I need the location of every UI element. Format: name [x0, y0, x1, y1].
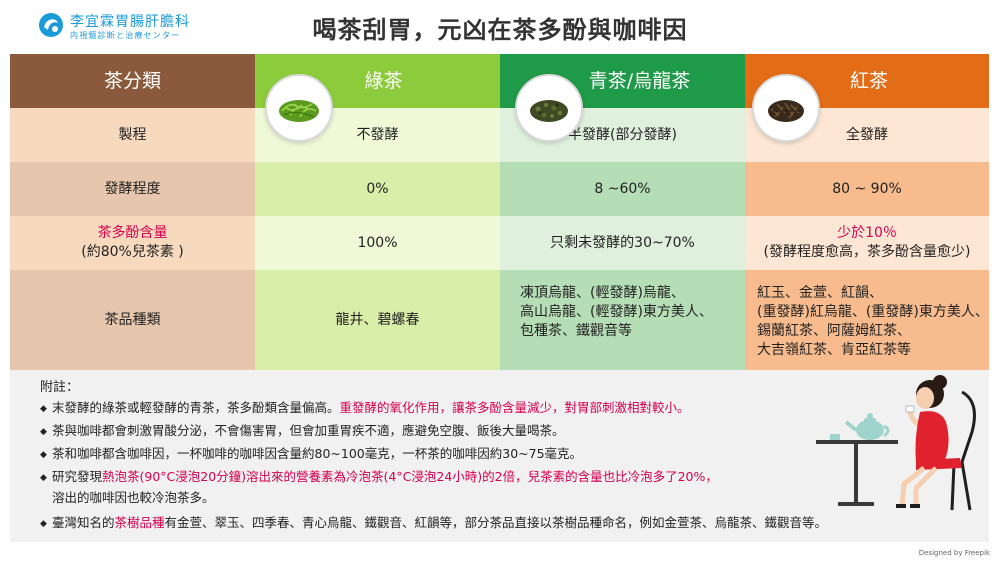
woman-drinking-tea-illustration: [816, 375, 976, 511]
bullet-icon: ◆: [40, 404, 47, 414]
row-polyphenol-label-title: 茶多酚含量: [97, 225, 168, 241]
black-tea-badge: [752, 74, 820, 142]
row-ferment-label: 發酵程度: [10, 162, 255, 216]
clinic-logo: 李宜霖胃腸肝膽科 内視鏡診断と治療センター: [38, 8, 228, 44]
bullet-icon: ◆: [40, 519, 47, 529]
note-4: ◆ 研究發現熱泡茶(90°C浸泡20分鐘)溶出來的營養素為冷泡茶(4°C浸泡24小…: [40, 468, 718, 487]
row-varieties-black: 紅玉、金萱、紅韻、 (重發酵)紅烏龍、(重發酵)東方美人、 錫蘭紅茶、阿薩姆紅茶…: [745, 270, 989, 370]
notes-title: 附註：: [40, 380, 80, 395]
row-polyphenol-black-value: 少於10％: [837, 225, 897, 241]
note-1: ◆ 末發酵的綠茶或輕發酵的青茶，茶多酚類含量偏高。重發酵的氧化作用，讓茶多酚含量減…: [40, 399, 690, 418]
note-3: ◆ 茶和咖啡都含咖啡因，一杯咖啡的咖啡因含量約80~100毫克，一杯茶的咖啡因約3…: [40, 445, 582, 464]
green-tea-leaves-icon: [279, 100, 319, 122]
black-variety-line-4: 大吉嶺紅茶、肯亞紅茶等: [757, 342, 911, 358]
row-varieties-label: 茶品種類: [10, 270, 255, 370]
bullet-icon: ◆: [40, 427, 47, 437]
row-polyphenol-green: 100%: [255, 216, 500, 270]
note-5: ◆ 臺灣知名的茶樹品種有金萱、翠玉、四季春、青心烏龍、鐵觀音、紅韻等，部分茶品直接…: [40, 514, 827, 533]
header-black-tea-label: 紅茶: [849, 69, 888, 92]
oolong-variety-line-2: 高山烏龍、(輕發酵)東方美人、: [520, 304, 713, 320]
logo-subtitle: 内視鏡診断と治療センター: [70, 31, 181, 40]
note-5-text-end: 有金萱、翠玉、四季春、青心烏龍、鐵觀音、紅韻等，部分茶品直接以茶樹品種命名，例如…: [164, 515, 828, 530]
row-varieties-oolong: 凍頂烏龍、(輕發酵)烏龍、 高山烏龍、(輕發酵)東方美人、 包種茶、鐵觀音等: [500, 270, 745, 370]
oolong-variety-line-3: 包種茶、鐵觀音等: [520, 323, 632, 339]
black-variety-line-1: 紅玉、金萱、紅韻、: [757, 285, 883, 301]
row-polyphenol-oolong: 只剩未發酵的30~70%: [500, 216, 745, 270]
oolong-tea-leaves-icon: [530, 100, 568, 122]
row-ferment-black: 80 ~ 90%: [745, 162, 989, 216]
header-category: 茶分類: [10, 54, 255, 108]
note-4-highlight: 熱泡茶(90°C浸泡20分鐘)溶出來的營養素為冷泡茶(4°C浸泡24小時)的2倍…: [102, 469, 718, 484]
note-1-highlight: 重發酵的氧化作用，讓茶多酚含量減少，對胃部刺激相對較小。: [339, 400, 690, 415]
note-4-text: 研究發現: [52, 469, 103, 484]
tea-comparison-table: 茶分類 綠茶 青茶/烏龍茶 紅茶 製程 不發酵 半發酵(部分發酵) 全發酵 發酵…: [10, 54, 989, 370]
header-oolong-tea-label: 青茶/烏龍茶: [588, 69, 691, 92]
row-ferment-green: 0%: [255, 162, 500, 216]
black-tea-leaves-icon: [768, 100, 804, 122]
green-tea-badge: [265, 74, 333, 142]
row-polyphenol-label-note: (約80%兒茶素 ): [81, 244, 184, 260]
row-polyphenol-black: 少於10％ (發酵程度愈高，茶多酚含量愈少): [745, 216, 989, 270]
note-4-continued: 溶出的咖啡因也較冷泡茶多。: [52, 490, 215, 505]
note-2-text: 茶與咖啡都會刺激胃酸分泌，不會傷害胃，但會加重胃疾不適，應避免空腹、飯後大量喝茶…: [52, 423, 565, 438]
row-process-label: 製程: [10, 108, 255, 162]
bullet-icon: ◆: [40, 450, 47, 460]
note-5-text: 臺灣知名的: [52, 515, 115, 530]
oolong-variety-line-1: 凍頂烏龍、(輕發酵)烏龍、: [520, 285, 685, 301]
note-5-highlight: 茶樹品種: [114, 515, 165, 530]
row-polyphenol-black-note: (發酵程度愈高，茶多酚含量愈少): [763, 244, 971, 260]
logo-mark-icon: [39, 13, 63, 37]
header-green-tea-label: 綠茶: [364, 69, 403, 92]
row-polyphenol-label: 茶多酚含量 (約80%兒茶素 ): [10, 216, 255, 270]
oolong-tea-badge: [515, 74, 583, 142]
row-varieties-green: 龍井、碧螺春: [255, 270, 500, 370]
bullet-icon: ◆: [40, 473, 47, 483]
row-ferment-oolong: 8 ~60%: [500, 162, 745, 216]
notes-panel: 附註： ◆ 末發酵的綠茶或輕發酵的青茶，茶多酚類含量偏高。重發酵的氧化作用，讓茶多…: [10, 370, 989, 542]
note-1-text: 末發酵的綠茶或輕發酵的青茶，茶多酚類含量偏高。: [52, 400, 340, 415]
page-title: 喝茶刮胃，元凶在茶多酚與咖啡因: [312, 16, 688, 44]
image-credit: Designed by Freepik: [918, 549, 990, 557]
black-variety-line-2: (重發酵)紅烏龍、(重發酵)東方美人、: [757, 304, 989, 320]
note-2: ◆ 茶與咖啡都會刺激胃酸分泌，不會傷害胃，但會加重胃疾不適，應避免空腹、飯後大量喝…: [40, 422, 565, 441]
black-variety-line-3: 錫蘭紅茶、阿薩姆紅茶、: [757, 323, 911, 339]
note-3-text: 茶和咖啡都含咖啡因，一杯咖啡的咖啡因含量約80~100毫克，一杯茶的咖啡因約30…: [52, 446, 583, 461]
logo-name: 李宜霖胃腸肝膽科: [70, 14, 190, 30]
